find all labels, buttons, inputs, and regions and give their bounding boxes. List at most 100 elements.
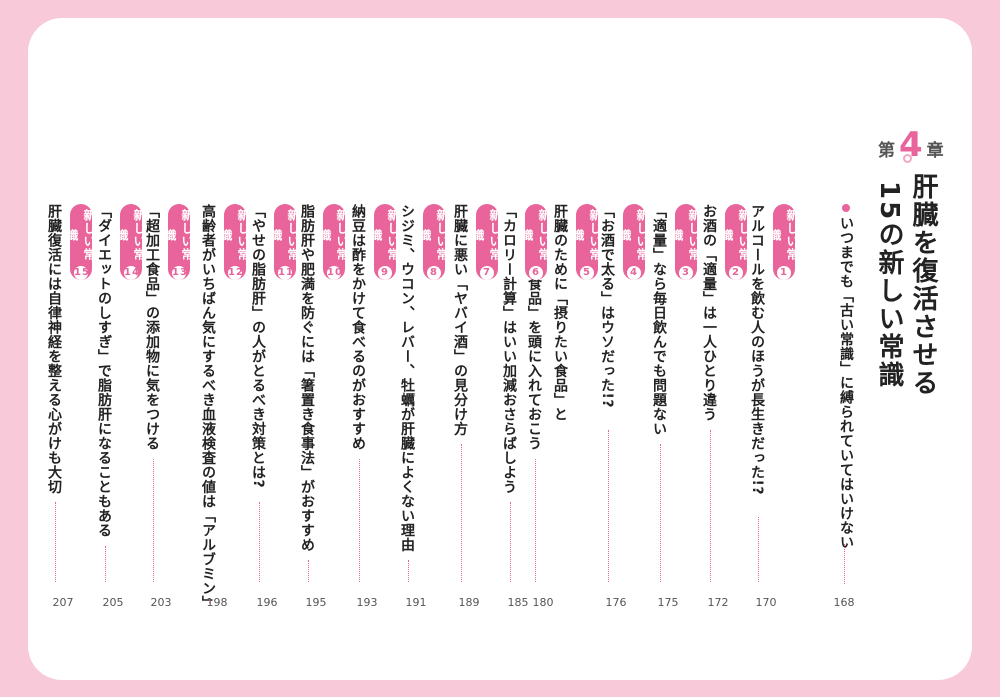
page-number: 207	[52, 596, 74, 609]
badge-new-common-sense: 新しい常識 9	[369, 204, 400, 280]
entry-title: シジミ、ウコン、レバー、牡蠣が肝臓によくない理由	[399, 204, 415, 552]
chapter-title-line1: 肝臓を復活させる	[908, 173, 938, 397]
entry-title: 「適量」なら毎日飲んでも問題ない	[651, 204, 667, 436]
entry-title: 「やせの脂肪肝」の人がとるべき対策とは?	[250, 204, 266, 489]
dotted-leader	[209, 599, 210, 603]
toc-entry-1[interactable]: 新しい常識 1 アルコールを飲む人のほうが長生きだった!? 170	[749, 204, 800, 614]
badge-new-common-sense: 新しい常識 6	[520, 204, 551, 280]
badge-new-common-sense: 新しい常識 1	[768, 204, 799, 280]
badge-label: 新しい常識	[269, 209, 300, 261]
badge-label: 新しい常識	[115, 209, 146, 261]
chapter-suffix: 章	[926, 141, 944, 161]
toc-entry-5[interactable]: 新しい常識 5 肝臓のために「摂りたい食品」と 「控えたい食品」を頭に入れておこう 18…	[526, 204, 603, 614]
chapter-title-line2: 15の新しい常識	[874, 181, 904, 390]
badge-number: 7	[480, 266, 494, 280]
badge-number: 14	[124, 266, 140, 280]
entry-title: 「カロリー計算」はいい加減おさらばしよう	[501, 204, 517, 494]
page-number: 191	[405, 596, 427, 609]
badge-new-common-sense: 新しい常識 2	[720, 204, 751, 280]
badge-new-common-sense: 新しい常識 5	[571, 204, 602, 280]
chapter-dot-icon	[903, 154, 912, 163]
toc-entry-2[interactable]: 新しい常識 2 お酒の「適量」は一人ひとり違う 172	[701, 204, 752, 614]
dotted-leader	[308, 560, 309, 582]
badge-new-common-sense: 新しい常識 11	[269, 204, 300, 280]
dotted-leader	[153, 458, 154, 582]
entry-title: 肝臓のために「摂りたい食品」と	[552, 204, 568, 422]
toc-page: 第 4 章 肝臓を復活させる 15の新しい常識 いつまでも「古い常識」に縛られて…	[28, 18, 972, 680]
entry-title: 高齢者がいちばん気にするべき血液検査の値は「アルブミン」	[200, 204, 216, 610]
dotted-leader	[758, 516, 759, 582]
page-number: 205	[102, 596, 124, 609]
badge-label: 新しい常識	[65, 209, 96, 261]
page-number: 203	[150, 596, 172, 609]
toc-entry-11[interactable]: 新しい常識 11 「やせの脂肪肝」の人がとるべき対策とは? 196	[250, 204, 301, 614]
badge-number: 1	[777, 266, 791, 280]
entry-title: アルコールを飲む人のほうが長生きだった!?	[749, 204, 765, 496]
entry-title: 肝臓復活には自律神経を整える心がけも大切	[46, 204, 62, 494]
badge-number: 15	[74, 266, 90, 280]
badge-new-common-sense: 新しい常識 7	[471, 204, 502, 280]
dotted-leader	[510, 502, 511, 582]
badge-number: 6	[529, 266, 543, 280]
badge-number: 12	[228, 266, 244, 280]
badge-label: 新しい常識	[471, 209, 502, 261]
badge-number: 3	[679, 266, 693, 280]
page-number: 196	[256, 596, 278, 609]
dotted-leader	[259, 502, 260, 582]
badge-label: 新しい常識	[768, 209, 799, 261]
page-number: 172	[707, 596, 729, 609]
toc-entry-7[interactable]: 新しい常識 7 肝臓に悪い「ヤバイ酒」の見分け方 189	[452, 204, 503, 614]
entry-title: 「お酒で太る」はウソだった!?	[599, 204, 615, 409]
badge-number: 13	[172, 266, 188, 280]
entry-title: お酒の「適量」は一人ひとり違う	[701, 204, 717, 422]
badge-label: 新しい常識	[520, 209, 551, 261]
badge-number: 4	[627, 266, 641, 280]
badge-new-common-sense: 新しい常識 13	[163, 204, 194, 280]
dotted-leader	[359, 458, 360, 582]
badge-label: 新しい常識	[163, 209, 194, 261]
toc-entry-13[interactable]: 新しい常識 13 「超加工食品」の添加物に気をつける 203	[144, 204, 195, 614]
page-number: 168	[833, 596, 855, 609]
dotted-leader	[408, 560, 409, 582]
badge-label: 新しい常識	[369, 209, 400, 261]
badge-label: 新しい常識	[670, 209, 701, 261]
toc-intro[interactable]: いつまでも「古い常識」に縛られていてはいけない 168	[819, 204, 855, 614]
page-number: 170	[755, 596, 777, 609]
entry-title: 脂肪肝や肥満を防ぐには「箸置き食事法」がおすすめ	[299, 204, 315, 552]
badge-label: 新しい常識	[618, 209, 649, 261]
badge-new-common-sense: 新しい常識 4	[618, 204, 649, 280]
page-number: 198	[206, 596, 228, 609]
toc-entry-15[interactable]: 新しい常識 15 肝臓復活には自律神経を整える心がけも大切 207	[46, 204, 97, 614]
dotted-leader	[710, 429, 711, 582]
toc-entry-4[interactable]: 新しい常識 4 「お酒で太る」はウソだった!? 176	[599, 204, 650, 614]
dotted-leader	[461, 444, 462, 582]
badge-new-common-sense: 新しい常識 3	[670, 204, 701, 280]
page-number: 193	[356, 596, 378, 609]
entry-title: 「ダイエットのしすぎ」で脂肪肝になることもある	[96, 204, 112, 538]
toc-entry-12[interactable]: 新しい常識 12 高齢者がいちばん気にするべき血液検査の値は「アルブミン」 198	[200, 204, 251, 614]
toc-entry-14[interactable]: 新しい常識 14 「ダイエットのしすぎ」で脂肪肝になることもある 205	[96, 204, 147, 614]
badge-label: 新しい常識	[219, 209, 250, 261]
badge-number: 10	[327, 266, 343, 280]
badge-number: 8	[427, 266, 441, 280]
chapter-number: 4	[899, 125, 923, 165]
toc-entry-8[interactable]: 新しい常識 8 シジミ、ウコン、レバー、牡蠣が肝臓によくない理由 191	[399, 204, 450, 614]
page-number: 195	[305, 596, 327, 609]
badge-new-common-sense: 新しい常識 15	[65, 204, 96, 280]
badge-number: 9	[378, 266, 392, 280]
badge-number: 5	[580, 266, 594, 280]
badge-number: 2	[729, 266, 743, 280]
badge-label: 新しい常識	[720, 209, 751, 261]
entry-title: 「超加工食品」の添加物に気をつける	[144, 204, 160, 451]
badge-label: 新しい常識	[318, 209, 349, 261]
toc-entry-10[interactable]: 新しい常識 10 脂肪肝や肥満を防ぐには「箸置き食事法」がおすすめ 195	[299, 204, 350, 614]
toc-entry-6[interactable]: 新しい常識 6 「カロリー計算」はいい加減おさらばしよう 185	[501, 204, 552, 614]
dotted-leader	[105, 545, 106, 582]
toc-entry-9[interactable]: 新しい常識 9 納豆は酢をかけて食べるのがおすすめ 193	[350, 204, 401, 614]
entry-title: 納豆は酢をかけて食べるのがおすすめ	[350, 204, 366, 451]
dotted-leader	[608, 429, 609, 582]
badge-label: 新しい常識	[571, 209, 602, 261]
chapter-prefix: 第	[878, 141, 895, 161]
chapter-label: 第 4 章	[878, 128, 972, 168]
toc-entry-3[interactable]: 新しい常識 3 「適量」なら毎日飲んでも問題ない 175	[651, 204, 702, 614]
